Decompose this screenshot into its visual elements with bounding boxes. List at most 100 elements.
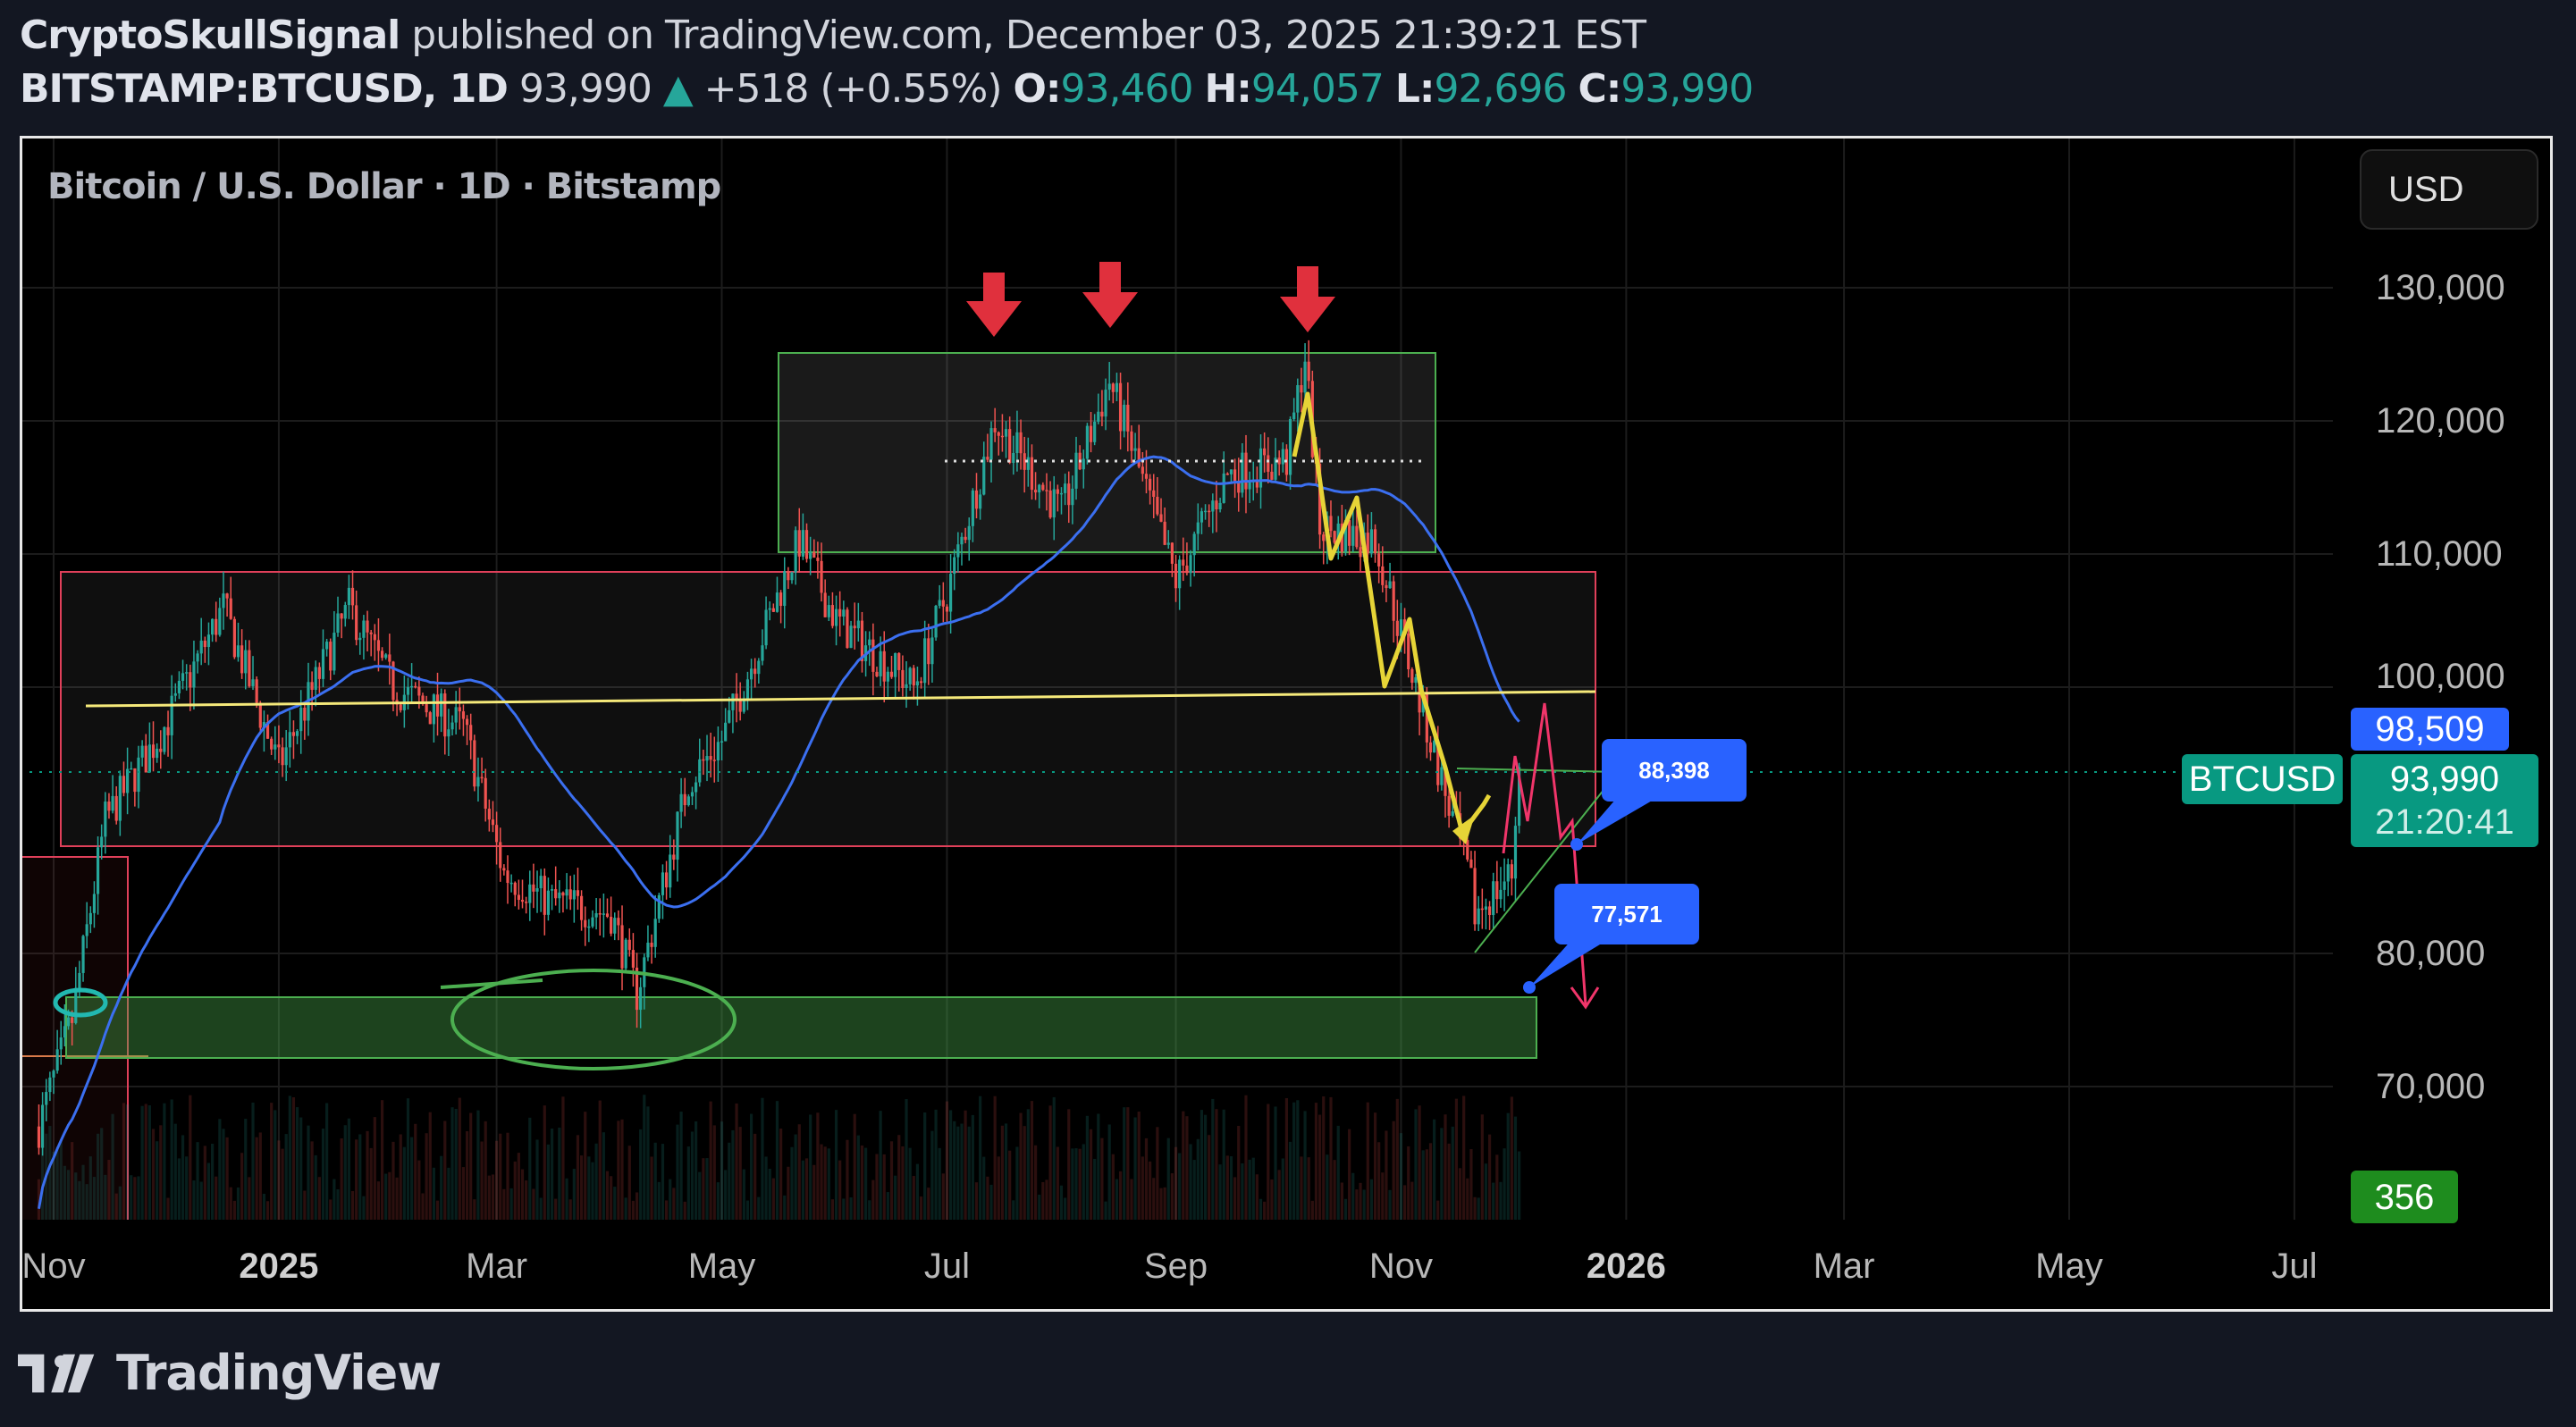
volume-bar xyxy=(1222,1109,1225,1220)
candle-body xyxy=(1425,693,1428,743)
candle-body xyxy=(248,650,251,686)
down-arrow-icon[interactable] xyxy=(1280,266,1335,332)
candle-body xyxy=(525,902,528,903)
candle-body xyxy=(480,776,484,779)
target-callout-1[interactable]: 88,398 xyxy=(1602,739,1747,802)
candle-body xyxy=(203,640,206,648)
volume-bar xyxy=(897,1135,901,1220)
volume-bar xyxy=(974,1182,979,1220)
volume-bar xyxy=(506,1132,509,1220)
low-value: 92,696 xyxy=(1434,66,1567,112)
top-range-box[interactable] xyxy=(778,352,1436,553)
candle-body xyxy=(790,572,794,581)
left-range-box[interactable] xyxy=(20,856,129,1232)
candle-body xyxy=(1351,525,1355,546)
candle-body xyxy=(369,632,373,634)
volume-bar xyxy=(78,1180,81,1220)
volume-bar xyxy=(864,1147,868,1220)
volume-bar xyxy=(1052,1096,1056,1220)
candle-body xyxy=(801,530,804,557)
volume-bar xyxy=(860,1145,864,1220)
neckline-trendline[interactable] xyxy=(85,690,1596,708)
tradingview-logo-icon xyxy=(18,1354,95,1392)
candle-body xyxy=(177,680,181,693)
candle-body xyxy=(461,711,466,719)
candle-body xyxy=(443,693,447,737)
candle-body xyxy=(1377,553,1381,567)
volume-bar xyxy=(967,1126,971,1220)
candle-body xyxy=(1045,490,1048,491)
candle-body xyxy=(1359,547,1362,558)
volume-bar xyxy=(1454,1098,1458,1220)
candle-body xyxy=(543,876,546,915)
candle-body xyxy=(59,1037,63,1050)
candle-body xyxy=(1495,881,1499,900)
volume-bar xyxy=(288,1095,291,1220)
volume-bar xyxy=(244,1119,248,1220)
volume-bar xyxy=(71,1142,74,1220)
candle-body xyxy=(695,782,698,793)
double-bottom-circle[interactable] xyxy=(450,969,737,1070)
volume-bar xyxy=(88,1156,92,1220)
target-callout-2[interactable]: 77,571 xyxy=(1554,884,1699,944)
candle-body xyxy=(196,653,199,662)
volume-bar xyxy=(1004,1123,1008,1220)
volume-bar xyxy=(768,1168,771,1220)
volume-bar xyxy=(794,1134,797,1220)
bottom-marker-circle[interactable] xyxy=(53,987,108,1018)
volume-bar xyxy=(594,1143,598,1220)
candle-body xyxy=(1225,473,1229,475)
volume-bar xyxy=(248,1177,251,1220)
volume-bar xyxy=(114,1193,118,1220)
volume-bar xyxy=(982,1156,986,1220)
candle-body xyxy=(517,894,520,901)
volume-bar xyxy=(779,1129,783,1220)
volume-bar xyxy=(787,1166,790,1220)
volume-bar xyxy=(480,1141,484,1220)
candle-body xyxy=(210,618,215,635)
volume-bar xyxy=(133,1177,137,1220)
volume-bar xyxy=(1163,1187,1166,1220)
volume-bar xyxy=(1059,1185,1064,1220)
tradingview-logo[interactable]: TradingView xyxy=(18,1345,442,1401)
candle-body xyxy=(240,645,244,674)
volume-bar xyxy=(509,1188,513,1220)
volume-bar xyxy=(1048,1105,1052,1220)
volume-bar xyxy=(605,1171,610,1220)
author-name[interactable]: CryptoSkullSignal xyxy=(20,13,400,58)
candle-body xyxy=(934,605,938,638)
volume-bar xyxy=(1208,1135,1211,1220)
candle-body xyxy=(610,916,613,934)
volume-bar xyxy=(1041,1181,1045,1220)
candle-body xyxy=(1189,555,1192,574)
volume-bar xyxy=(1166,1137,1170,1220)
volume-bar xyxy=(1270,1179,1274,1220)
candle-body xyxy=(88,912,92,925)
down-arrow-icon[interactable] xyxy=(966,273,1022,337)
resistance-range-box[interactable] xyxy=(60,571,1596,847)
candle-body xyxy=(1451,810,1454,816)
candle-body xyxy=(458,707,461,712)
volume-bar xyxy=(915,1163,920,1220)
volume-bar xyxy=(919,1196,923,1220)
support-zone[interactable] xyxy=(65,996,1537,1059)
volume-bar xyxy=(1144,1137,1149,1220)
currency-button[interactable]: USD xyxy=(2360,149,2538,230)
candle-body xyxy=(284,747,288,766)
projection-path[interactable] xyxy=(1502,702,1587,1006)
candle-body xyxy=(440,693,443,717)
volume-bar xyxy=(291,1096,296,1220)
volume-bar xyxy=(1469,1149,1473,1220)
candle-body xyxy=(842,609,846,617)
down-arrow-icon[interactable] xyxy=(1082,262,1138,328)
candle-body xyxy=(532,884,535,892)
candle-body xyxy=(1192,533,1196,556)
volume-bar xyxy=(1056,1146,1059,1220)
time-tick-label: May xyxy=(2035,1247,2103,1286)
volume-bar xyxy=(435,1200,440,1220)
volume-bar xyxy=(639,1129,643,1220)
volume-bar xyxy=(333,1179,336,1220)
volume-bar xyxy=(757,1196,761,1220)
volume-bar xyxy=(669,1179,672,1220)
